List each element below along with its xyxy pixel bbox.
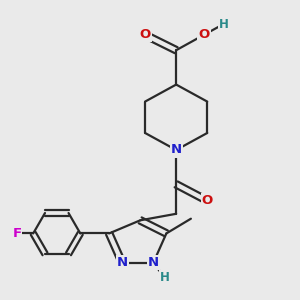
Text: N: N	[148, 256, 159, 269]
Text: O: O	[198, 28, 210, 41]
Text: N: N	[117, 256, 128, 269]
Text: H: H	[219, 17, 229, 31]
Text: O: O	[202, 194, 213, 207]
Text: H: H	[160, 271, 170, 284]
Text: F: F	[12, 227, 21, 240]
Text: N: N	[171, 143, 182, 157]
Text: O: O	[140, 28, 151, 41]
